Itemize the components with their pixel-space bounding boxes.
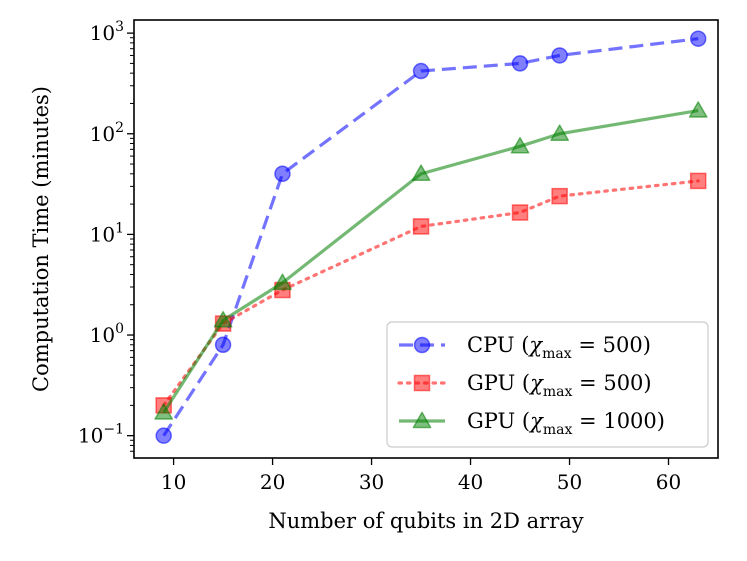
y-axis-label: Computation Time (minutes)	[29, 86, 53, 392]
legend-label-part: 1000	[603, 409, 656, 433]
data-point	[688, 101, 708, 118]
data-point	[551, 47, 568, 64]
legend-entry: GPU (χmax = 1000)	[399, 409, 665, 438]
data-point	[213, 310, 233, 328]
legend-label-part: GPU (	[467, 371, 530, 395]
y-tick-label-base: 10	[90, 122, 115, 146]
legend-label-part: )	[643, 371, 651, 395]
data-point	[411, 164, 431, 182]
legend-label-part: max	[543, 384, 573, 400]
legend-marker	[412, 411, 432, 429]
legend-label-part: χ	[527, 333, 543, 357]
y-tick-label-exponent: 1	[115, 220, 124, 236]
x-tick-label: 10	[161, 470, 186, 494]
legend: CPU (χmax = 500)GPU (χmax = 500)GPU (χma…	[386, 321, 709, 448]
data-point	[274, 165, 291, 183]
y-tick-label-base: 10	[90, 21, 115, 45]
legend-box	[386, 321, 709, 448]
y-tick-label-base: 10	[90, 323, 115, 347]
legend-label-part: )	[643, 333, 651, 357]
x-axis-label: Number of qubits in 2D array	[268, 509, 583, 533]
y-tick-label-exponent: 3	[115, 19, 124, 35]
y-tick-label-base: 10	[78, 424, 103, 448]
data-point	[551, 187, 568, 205]
legend-label-part: CPU (	[467, 333, 529, 357]
legend-label-part: GPU (	[467, 409, 530, 433]
x-tick-label: 40	[458, 470, 483, 494]
y-tick-label-base: 10	[90, 222, 115, 246]
data-point	[412, 218, 430, 235]
data-point	[214, 336, 232, 354]
x-tick-label: 20	[260, 470, 285, 494]
legend-label-part: =	[572, 409, 603, 433]
legend-label-part: χ	[528, 371, 544, 395]
y-tick-label-exponent: 2	[115, 120, 124, 136]
y-tick-label: 103	[90, 19, 124, 45]
data-point	[511, 55, 529, 72]
x-tick-label: 50	[557, 470, 582, 494]
legend-label-part: max	[542, 346, 572, 362]
legend-label-part: 500	[603, 333, 643, 357]
legend-label-part: )	[657, 409, 665, 433]
legend-label-part: 500	[603, 371, 643, 395]
data-point	[689, 30, 707, 47]
y-tick-label-exponent: −1	[103, 422, 124, 438]
data-point	[510, 136, 530, 154]
legend-label-part: =	[572, 333, 603, 357]
plot-frame	[133, 19, 719, 459]
legend-marker	[413, 374, 431, 392]
legend-label-part: =	[572, 371, 603, 395]
legend-marker	[413, 336, 431, 354]
data-point	[154, 403, 174, 420]
legend-entry: CPU (χmax = 500)	[399, 333, 651, 362]
data-point	[511, 204, 529, 221]
data-point	[273, 273, 292, 291]
legend-label: GPU (χmax = 1000)	[467, 409, 665, 438]
x-tick-label: 30	[359, 470, 384, 494]
legend-label-part: max	[543, 422, 573, 438]
series-3	[154, 101, 708, 420]
legend-label: CPU (χmax = 500)	[467, 333, 651, 362]
y-tick-label-exponent: 0	[115, 321, 124, 337]
data-point	[550, 124, 570, 141]
y-tick-label: 10−1	[78, 422, 124, 448]
legend-label: GPU (χmax = 500)	[467, 371, 652, 400]
y-tick-label: 101	[90, 220, 124, 246]
data-point	[155, 427, 172, 444]
legend-entry: GPU (χmax = 500)	[397, 371, 652, 400]
y-tick-label: 100	[90, 321, 124, 347]
y-tick-label: 102	[90, 120, 124, 146]
x-tick-label: 60	[656, 470, 681, 494]
data-point	[689, 172, 707, 190]
series-1	[155, 30, 707, 444]
data-point	[412, 62, 430, 80]
legend-label-part: χ	[528, 409, 544, 433]
series-layer	[154, 30, 708, 444]
